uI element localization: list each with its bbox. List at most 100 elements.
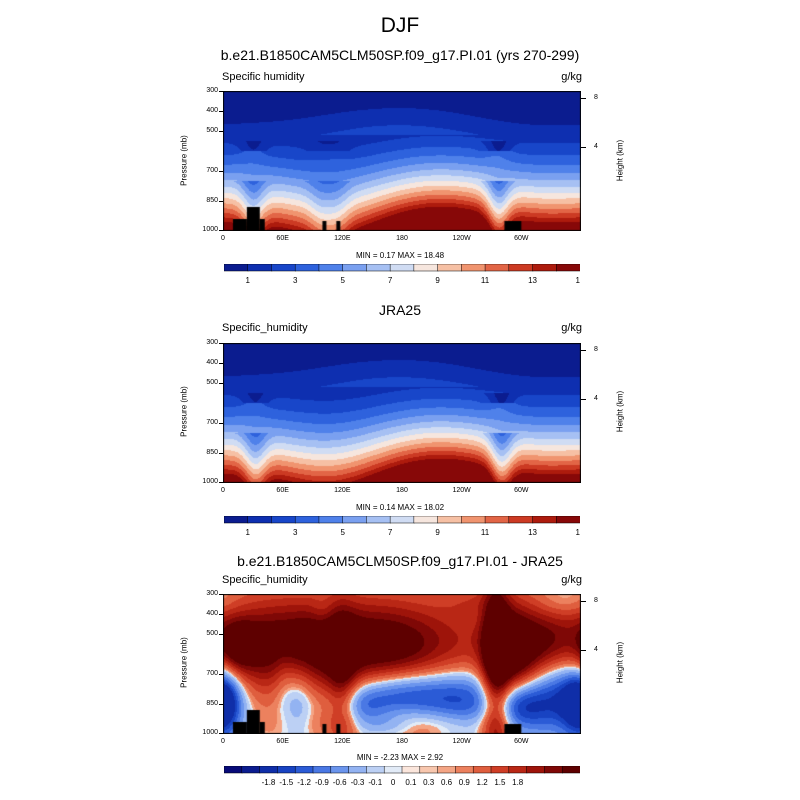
colorbar-swatch [437,516,463,524]
panel-1-stats: MIN = 0.17 MAX = 18.48 [355,251,445,260]
colorbar-swatch [561,766,580,774]
colorbar-label: 1 [246,276,251,285]
colorbar-swatch [318,264,344,272]
panel-1-units-label: g/kg [561,71,582,83]
y-tick-label: 850 [206,197,218,204]
y-tick-label: 1000 [202,226,218,233]
colorbar-swatch [401,766,421,774]
x-tick-label: 60W [514,487,529,494]
y-tick-mark [219,201,223,202]
panel-1-y-axis-label: Pressure (mb) [179,135,189,186]
panel-2-colorbar: 13579111315 [224,516,580,537]
right-tick-mark [581,146,586,148]
colorbar-label: 11 [481,528,490,537]
y-tick-label: 400 [206,107,218,114]
x-tick-label: 180 [396,487,408,494]
panel-2-variable-label: Specific_humidity [222,322,308,334]
colorbar-swatch [247,264,273,272]
colorbar-label: 5 [340,528,345,537]
x-tick-label: 120W [452,738,471,745]
y-tick-label: 850 [206,449,218,456]
x-tick-label: 60E [276,235,289,242]
colorbar-label: 9 [435,528,440,537]
y-tick-mark [219,111,223,112]
panel-3-contour-plot [223,594,581,734]
panel-2-title: JRA25 [378,302,422,318]
y-tick-mark [219,383,223,384]
x-tick-label: 120W [452,487,471,494]
panel-3-units-label: g/kg [561,574,582,586]
x-tick-label: 180 [396,235,408,242]
y-tick-mark [219,230,223,231]
colorbar-swatch [437,766,457,774]
colorbar-swatch [224,516,249,524]
colorbar-label: 0.9 [459,778,471,787]
colorbar-label: 13 [528,276,537,285]
y-tick-label: 500 [206,379,218,386]
colorbar-swatch [556,264,580,272]
panel-3-title: b.e21.B1850CAM5CLM50SP.f09_g17.PI.01 - J… [237,553,563,569]
colorbar-swatch [389,264,415,272]
x-tick-label: 120W [452,235,471,242]
colorbar-swatch [224,766,243,774]
y-tick-mark [219,453,223,454]
colorbar-label: 5 [340,276,345,285]
colorbar-swatch [490,766,510,774]
right-tick-label: 4 [594,394,598,402]
colorbar-swatch [330,766,350,774]
colorbar-swatch [455,766,474,774]
colorbar-label: -0.6 [333,778,347,787]
right-tick-mark [581,649,586,651]
colorbar-swatch [472,766,492,774]
colorbar-label: 7 [388,276,393,285]
colorbar-swatch [312,766,332,774]
y-tick-label: 300 [206,87,218,94]
colorbar-swatch [366,264,391,272]
colorbar-label: 3 [293,276,298,285]
colorbar-swatch [294,264,320,272]
colorbar-swatch [544,766,563,774]
x-tick-label: 0 [221,487,225,494]
right-tick-mark [581,398,586,400]
panel-1-variable-label: Specific humidity [222,71,305,83]
colorbar-label: 11 [481,276,490,285]
y-tick-label: 500 [206,127,218,134]
y-tick-mark [219,91,223,92]
colorbar-swatch [508,766,528,774]
colorbar-swatch [318,516,344,524]
right-tick-label: 4 [594,142,598,150]
colorbar-label: 1 [246,528,251,537]
y-tick-label: 1000 [202,729,218,736]
colorbar-label: 15 [576,276,580,285]
right-tick-label: 8 [594,345,598,353]
colorbar-swatch [224,264,249,272]
x-tick-label: 120E [334,738,351,745]
y-tick-label: 500 [206,630,218,637]
x-tick-label: 60E [276,738,289,745]
x-tick-label: 120E [334,235,351,242]
panel-3-colorbar: -1.8 -1.5 -1.2 -0.9 -0.6 -0.3 -0.1 0 0.1 0.3 0.6 0.… [224,766,580,787]
colorbar-swatch [383,766,403,774]
colorbar-swatch [484,516,510,524]
y-tick-label: 850 [206,700,218,707]
panel-3-stats: MIN = -2.23 MAX = 2.92 [356,753,444,762]
panel-2-contour-plot [223,343,581,483]
y-tick-mark [219,131,223,132]
colorbar-swatch [413,264,439,272]
colorbar-label: 7 [388,528,393,537]
colorbar-swatch [342,264,368,272]
colorbar-swatch [348,766,368,774]
colorbar-label: 13 [528,528,537,537]
colorbar-swatch [342,516,368,524]
y-tick-mark [219,674,223,675]
colorbar-swatch [277,766,296,774]
x-tick-label: 180 [396,738,408,745]
y-tick-mark [219,171,223,172]
colorbar-swatch [461,516,486,524]
figure-title: DJF [380,14,420,37]
y-tick-mark [219,343,223,344]
y-tick-label: 1000 [202,478,218,485]
y-tick-label: 400 [206,610,218,617]
x-tick-label: 0 [221,738,225,745]
colorbar-swatch [461,264,486,272]
